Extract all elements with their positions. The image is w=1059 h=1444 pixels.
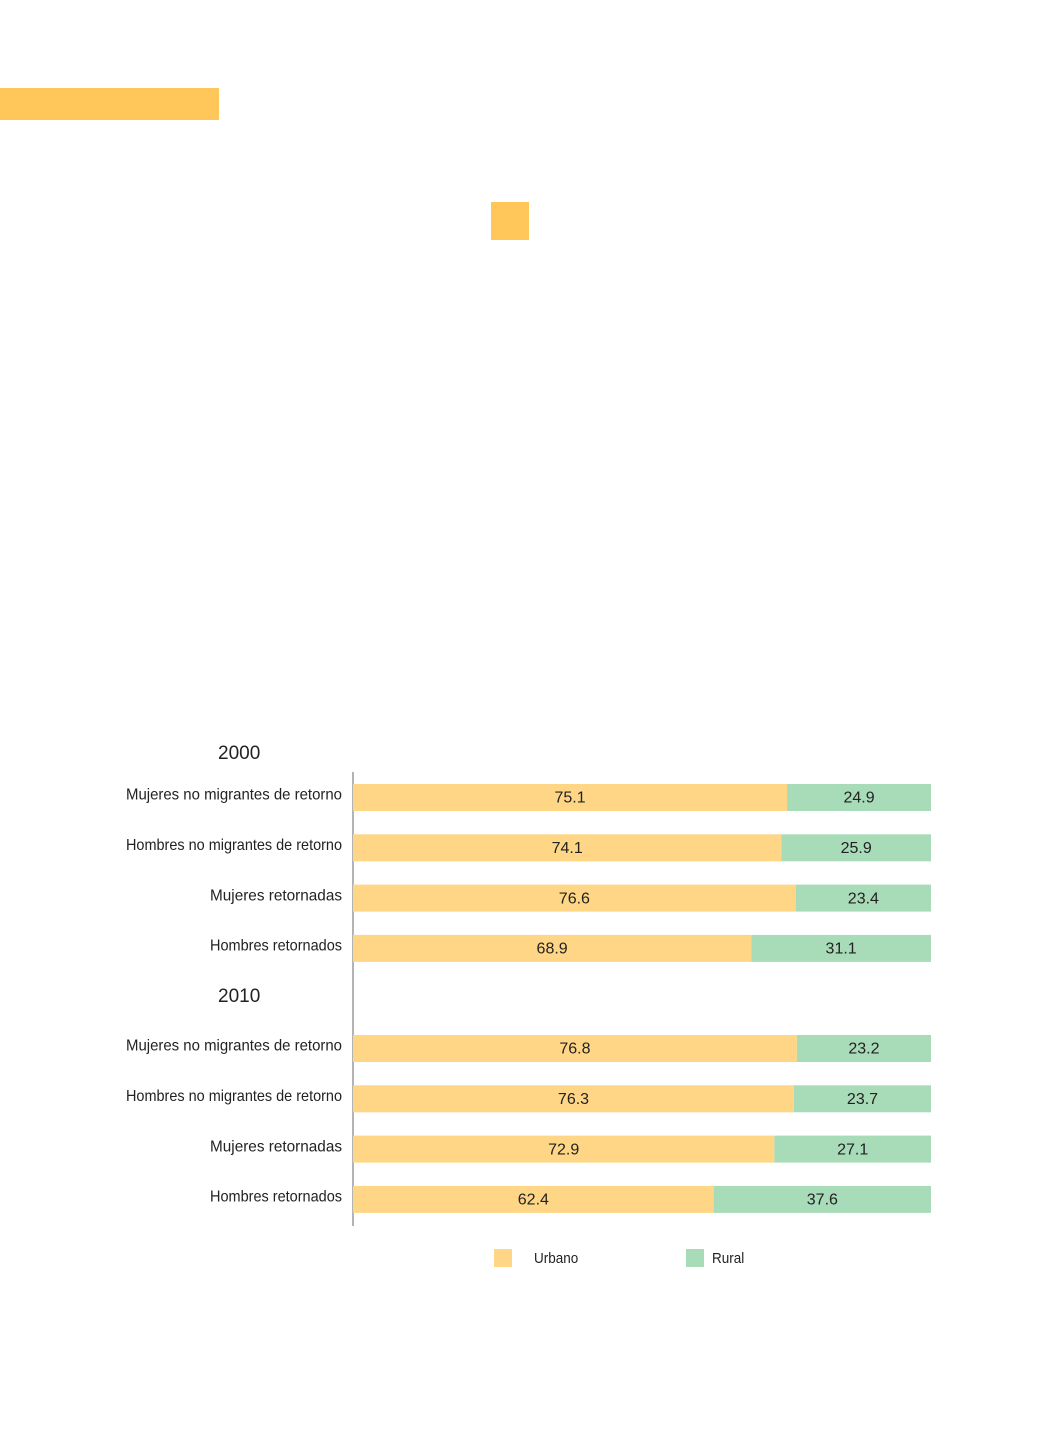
data-label-rural: 24.9 [843,790,874,807]
decorative-banner [0,88,219,120]
bar-rural [796,1035,931,1062]
bar-rural [713,1185,931,1213]
data-label-rural: 23.2 [848,1041,879,1058]
category-label: Mujeres no migrantes de retorno [126,787,342,804]
legend-label-urbano: Urbano [534,1249,579,1267]
legend-swatch-urbano [494,1249,512,1267]
category-label: Mujeres no migrantes de retorno [126,1038,342,1055]
bar-urbano [353,1085,795,1113]
data-label-urbano: 72.9 [548,1141,579,1158]
category-label: Hombres no migrantes de retorno [126,837,342,854]
data-label-rural: 37.6 [807,1192,838,1209]
legend-item-rural: Rural [686,1249,748,1267]
bar-urbano [353,1035,797,1062]
data-label-rural: 27.1 [837,1141,868,1158]
legend-item-urbano: Urbano [494,1249,583,1267]
data-label-rural: 23.4 [848,890,879,907]
bar-urbano [353,934,752,962]
bar-urbano [353,834,782,862]
category-label: Hombres retornados [210,938,342,955]
stacked-bar-chart: 2000 Mujeres no migrantes de retorno 75.1 2… [126,743,931,1226]
data-label-urbano: 76.8 [559,1041,590,1058]
group-title-2010: 2010 [218,986,260,1007]
data-label-rural: 31.1 [826,941,857,958]
bar-urbano [353,1135,775,1163]
bar-urbano [353,1185,714,1213]
group-title-2000: 2000 [218,743,260,764]
data-label-urbano: 76.3 [558,1091,589,1108]
data-label-urbano: 76.6 [559,890,590,907]
bar-urbano [353,884,796,912]
decorative-square [491,202,529,240]
data-label-urbano: 68.9 [537,941,568,958]
category-label: Mujeres retornadas [210,1138,342,1155]
bar-rural [751,934,931,962]
bar-rural [794,1085,931,1113]
category-label: Hombres retornados [210,1189,342,1206]
legend-swatch-rural [686,1249,704,1267]
bar-rural [787,784,931,811]
bar-rural [781,834,931,862]
data-label-urbano: 74.1 [552,840,583,857]
category-label: Mujeres retornadas [210,887,342,904]
legend-label-rural: Rural [712,1249,745,1267]
data-label-urbano: 62.4 [518,1192,549,1209]
bar-rural [795,884,931,912]
data-label-rural: 25.9 [841,840,872,857]
data-label-rural: 23.7 [847,1091,878,1108]
category-label: Hombres no migrantes de retorno [126,1088,342,1105]
bar-urbano [353,784,788,811]
data-label-urbano: 75.1 [554,790,585,807]
bar-rural [774,1135,931,1163]
